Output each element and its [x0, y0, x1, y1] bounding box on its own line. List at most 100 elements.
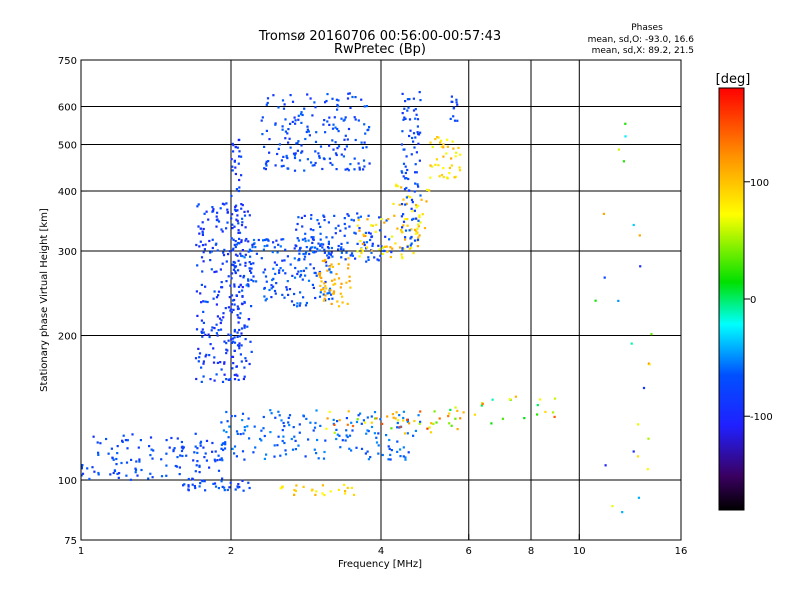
data-point: [270, 296, 273, 299]
grid-lines: [81, 60, 681, 540]
data-point: [202, 300, 205, 303]
data-point: [414, 217, 418, 220]
data-point: [234, 172, 237, 176]
data-point: [431, 165, 434, 168]
data-point: [233, 378, 237, 381]
data-point: [308, 252, 311, 256]
data-point: [402, 446, 405, 449]
data-point: [227, 339, 230, 342]
data-point: [328, 291, 331, 294]
data-point: [241, 289, 244, 292]
data-point: [318, 155, 321, 158]
data-point: [416, 125, 419, 128]
data-point: [418, 159, 421, 162]
data-point: [264, 168, 267, 171]
data-point: [416, 227, 419, 230]
data-point: [321, 246, 324, 249]
data-point: [240, 332, 243, 335]
data-point: [343, 217, 346, 220]
data-point: [360, 141, 363, 144]
data-point: [243, 375, 246, 378]
data-point: [400, 170, 403, 173]
data-point: [323, 450, 326, 454]
data-point: [328, 144, 331, 147]
data-point: [263, 268, 267, 271]
data-point: [450, 157, 453, 160]
data-point: [409, 196, 412, 199]
data-point: [449, 117, 452, 120]
data-point: [228, 425, 231, 428]
data-point: [313, 426, 317, 429]
data-point: [165, 464, 168, 467]
data-point: [220, 228, 223, 231]
data-point: [402, 213, 405, 216]
data-point: [237, 321, 240, 324]
data-point: [281, 128, 284, 131]
data-point: [316, 247, 319, 250]
data-point: [310, 161, 313, 164]
data-point: [227, 275, 230, 278]
data-point: [326, 246, 330, 249]
data-point: [211, 210, 214, 213]
data-point: [452, 107, 455, 110]
data-point: [200, 479, 203, 482]
data-point: [318, 295, 322, 298]
data-point: [240, 174, 243, 177]
data-point: [226, 211, 229, 214]
data-point: [428, 426, 431, 429]
data-point: [310, 236, 313, 239]
data-point: [412, 140, 415, 143]
data-point: [279, 267, 282, 270]
data-point: [303, 258, 306, 261]
data-point: [277, 410, 280, 413]
data-point: [233, 265, 236, 268]
data-point: [391, 413, 394, 416]
data-point: [303, 214, 306, 217]
data-point: [406, 432, 409, 435]
data-point: [343, 138, 346, 141]
data-point: [301, 150, 304, 153]
data-point: [326, 417, 329, 420]
data-point: [347, 410, 350, 413]
stats-heading: Phases: [631, 23, 663, 33]
data-point: [282, 421, 285, 425]
data-point: [279, 487, 282, 490]
data-point: [442, 155, 445, 158]
data-point: [274, 292, 277, 295]
data-point: [306, 93, 309, 96]
data-point: [324, 294, 327, 297]
data-point: [331, 279, 334, 282]
data-point: [331, 97, 334, 100]
data-point: [250, 305, 253, 308]
data-point: [333, 431, 336, 434]
data-point: [403, 432, 407, 435]
data-point: [361, 242, 364, 245]
data-point: [349, 106, 352, 109]
data-point: [417, 223, 420, 226]
data-point: [310, 214, 313, 217]
data-point: [197, 203, 200, 206]
data-point: [403, 107, 406, 110]
data-point: [222, 316, 225, 319]
data-point: [406, 224, 409, 227]
data-point: [438, 175, 441, 178]
data-point: [377, 432, 380, 435]
data-point: [399, 425, 402, 429]
data-point: [227, 333, 230, 336]
data-point: [332, 292, 335, 295]
data-point: [400, 253, 403, 256]
data-point: [440, 145, 443, 148]
data-point: [237, 222, 240, 225]
data-point: [452, 147, 455, 150]
data-point: [300, 111, 303, 114]
data-point: [285, 154, 288, 157]
data-point: [97, 453, 100, 456]
data-point: [243, 426, 246, 429]
data-point: [223, 373, 226, 376]
data-point: [357, 162, 360, 165]
data-point: [440, 173, 444, 177]
data-point: [219, 268, 222, 271]
data-point: [240, 302, 244, 305]
data-point: [200, 256, 204, 259]
data-point: [603, 276, 606, 279]
